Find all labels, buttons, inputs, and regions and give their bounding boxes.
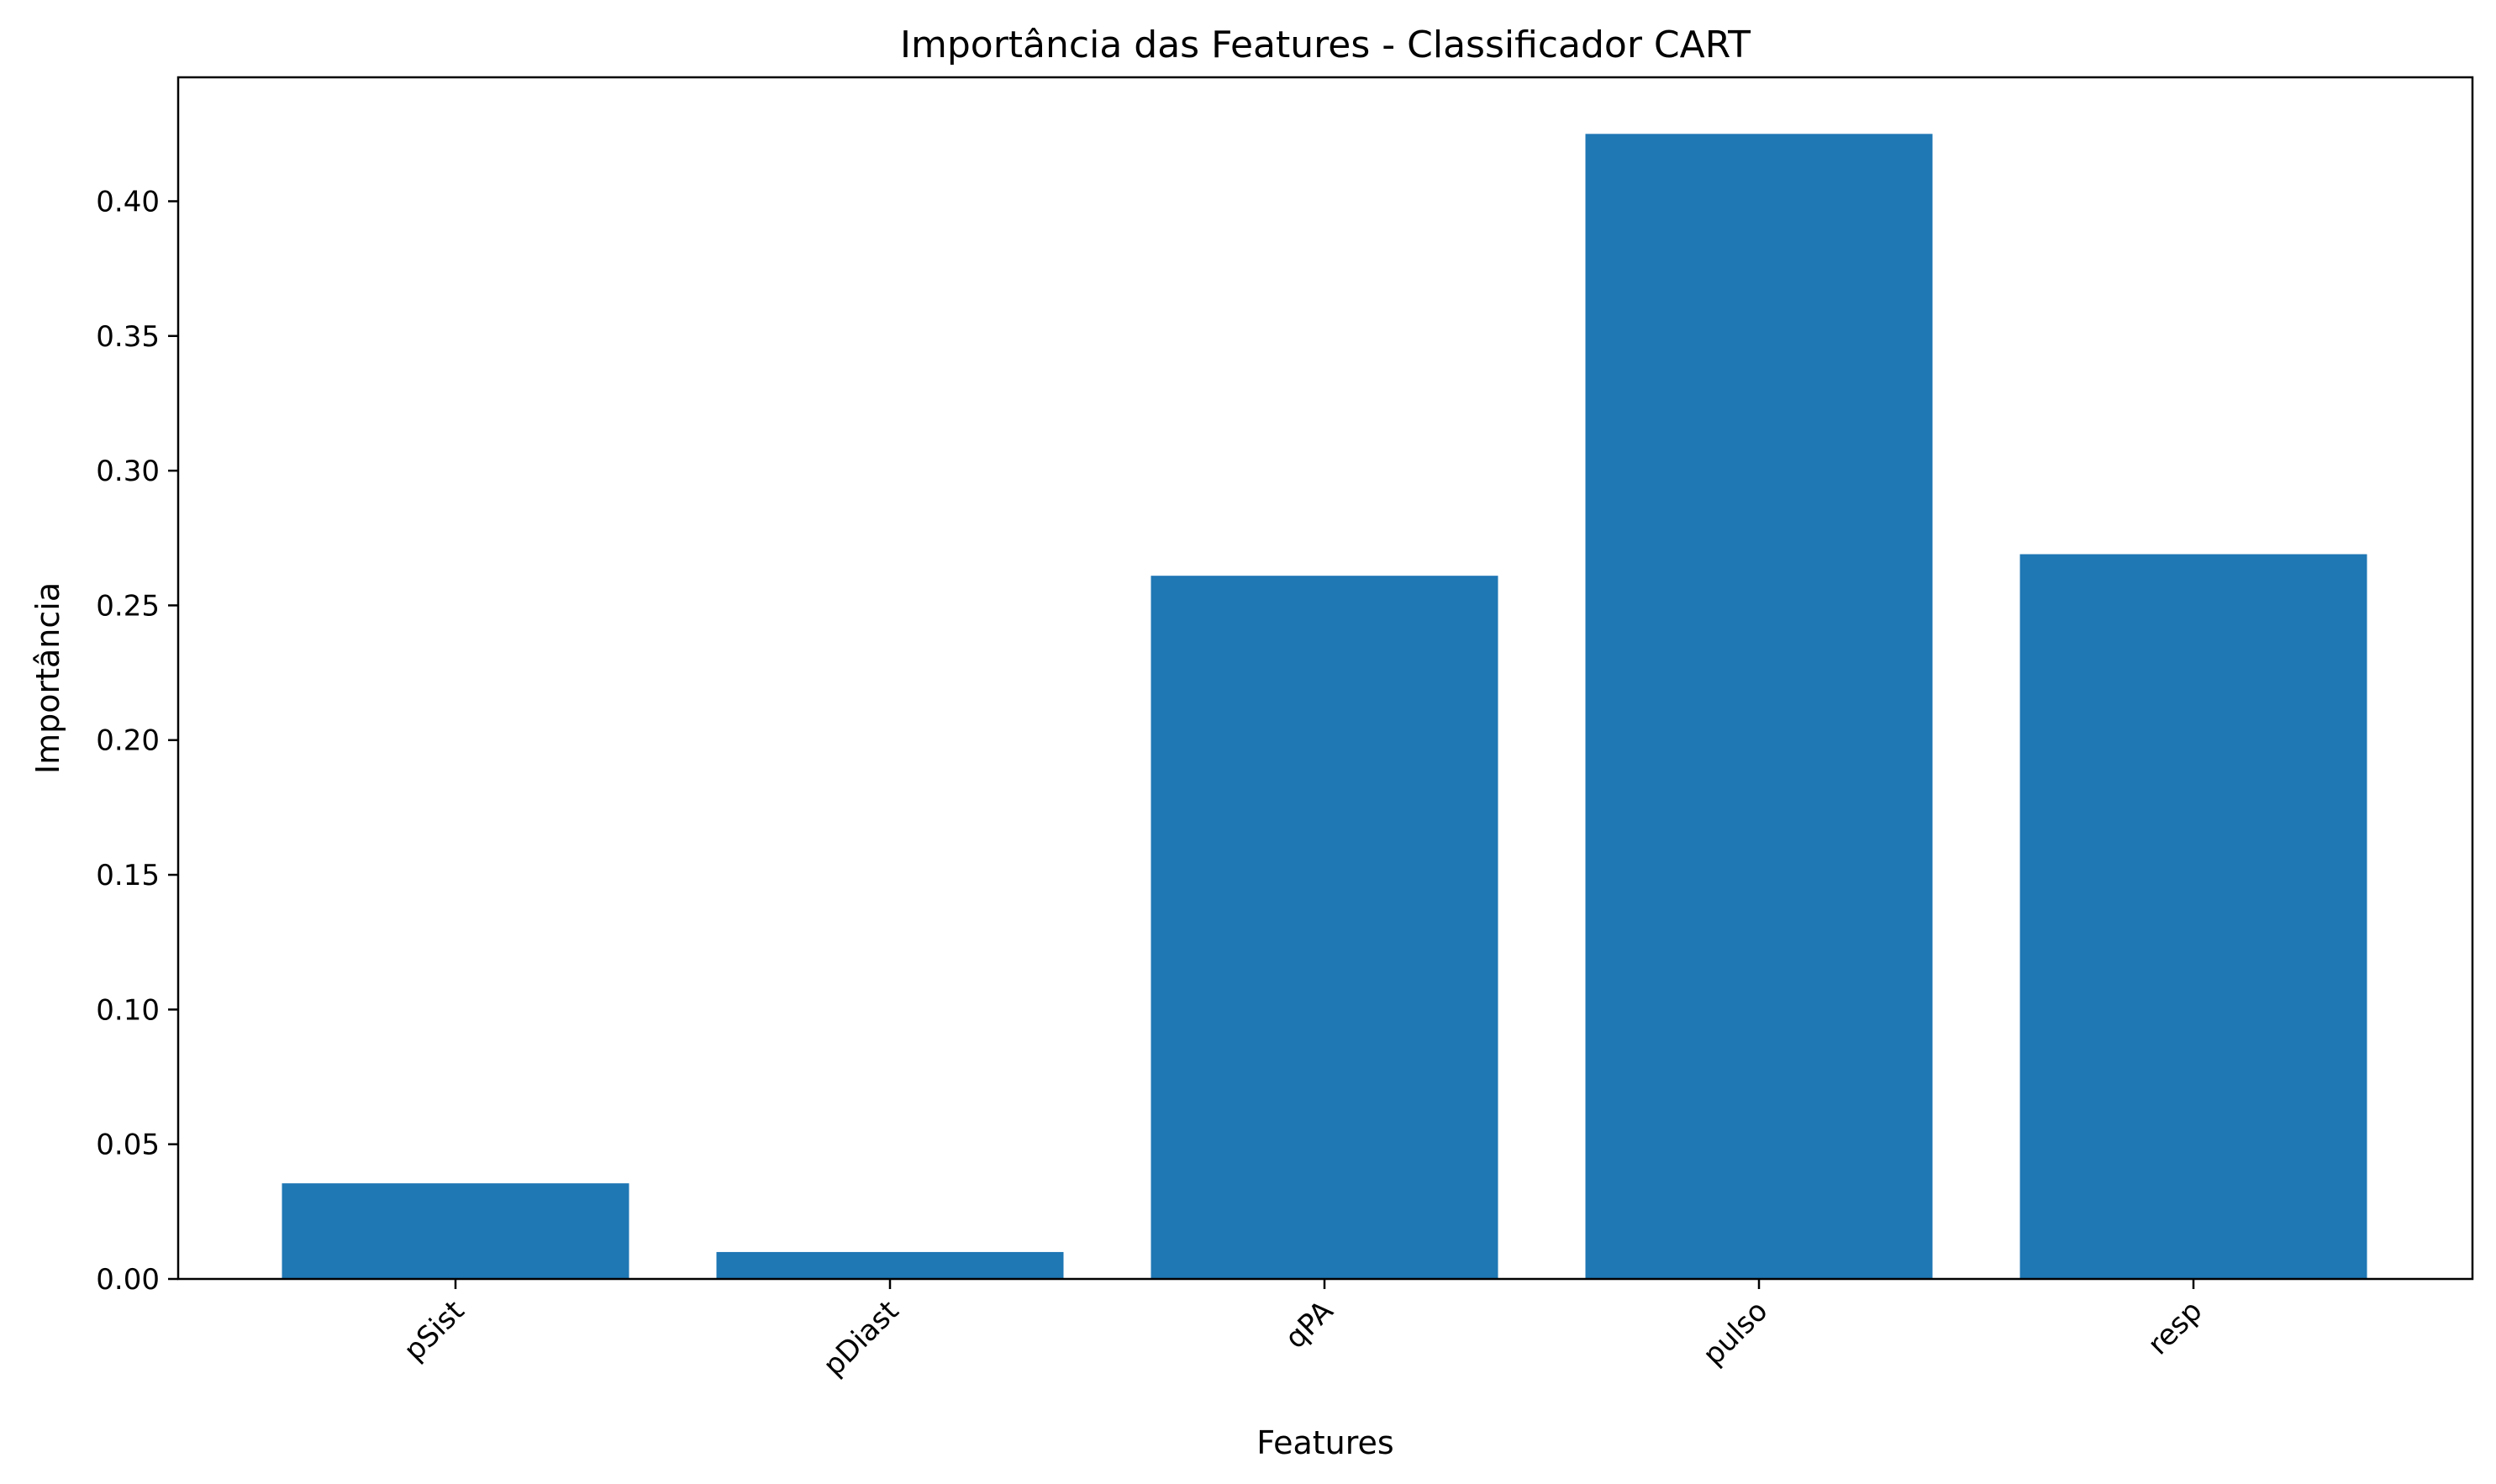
y-tick-label: 0.25 — [96, 589, 160, 623]
y-axis-label: Importância — [29, 582, 66, 774]
y-tick-label: 0.10 — [96, 993, 160, 1027]
y-tick-label: 0.20 — [96, 724, 160, 758]
bar-pDiast — [716, 1251, 1064, 1279]
y-tick-label: 0.15 — [96, 859, 160, 892]
bar-pulso — [1585, 134, 1933, 1280]
chart-title: Importância das Features - Classificador… — [900, 24, 1751, 66]
plot-frame — [176, 76, 2474, 1281]
x-axis-label: Features — [1256, 1424, 1393, 1461]
bar-resp — [2019, 554, 2367, 1279]
bars-group — [282, 134, 2367, 1280]
y-tick-label: 0.40 — [96, 185, 160, 218]
y-tick-label: 0.35 — [96, 320, 160, 354]
bar-qPA — [1151, 576, 1498, 1279]
y-tick-label: 0.00 — [96, 1263, 160, 1297]
y-tick-label: 0.30 — [96, 455, 160, 488]
y-axis: 0.00 0.05 0.10 0.15 0.20 0.25 0.30 0.35 0.40 — [96, 185, 178, 1297]
y-tick-label: 0.05 — [96, 1129, 160, 1162]
bar-pSist — [282, 1183, 629, 1279]
